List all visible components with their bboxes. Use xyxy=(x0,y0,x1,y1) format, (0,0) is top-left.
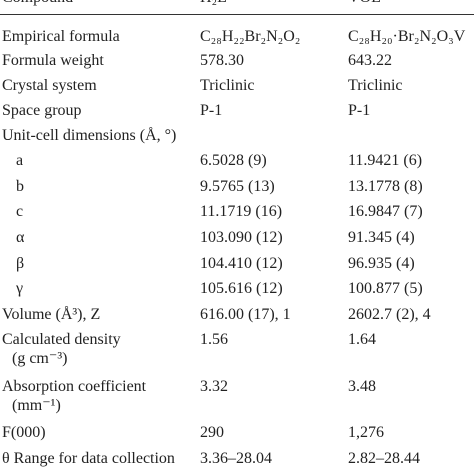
value-cell: 9.5765 (13) xyxy=(200,178,275,195)
header-cell: H₂L xyxy=(200,0,227,7)
value-cell: 578.30 xyxy=(200,52,244,69)
row-label: Empirical formula xyxy=(2,28,120,45)
header-cell: Compound xyxy=(2,0,73,7)
value-cell: 11.1719 (16) xyxy=(200,203,283,220)
row-label: α xyxy=(16,229,25,246)
header-cell: VOL xyxy=(348,0,381,7)
value-cell: 105.616 (12) xyxy=(200,280,283,297)
row-label: Space group xyxy=(2,102,82,119)
row-label: a xyxy=(16,152,24,169)
value-cell: P-1 xyxy=(200,102,223,119)
value-cell: 2602.7 (2), 4 xyxy=(348,306,431,323)
row-label: (mm⁻¹) xyxy=(12,397,61,414)
row-label: Formula weight xyxy=(2,52,104,69)
value-cell: Triclinic xyxy=(200,77,255,94)
value-cell: 643.22 xyxy=(348,52,392,69)
row-label: Calculated density xyxy=(2,331,121,348)
value-cell: 91.345 (4) xyxy=(348,229,415,246)
row-label: Unit-cell dimensions (Å, °) xyxy=(2,127,177,144)
value-cell: 3.32 xyxy=(200,378,228,395)
header-rule xyxy=(0,14,474,15)
row-label: Absorption coefficient xyxy=(2,378,147,395)
value-cell: 1.56 xyxy=(200,331,228,348)
value-cell: Triclinic xyxy=(348,77,403,94)
row-label: θ Range for data collection xyxy=(2,450,175,467)
value-cell: C₂₈H₂₂Br₂N₂O₂ xyxy=(200,28,301,45)
value-cell: 11.9421 (6) xyxy=(348,152,423,169)
row-label: Crystal system xyxy=(2,77,97,94)
value-cell: 96.935 (4) xyxy=(348,255,415,272)
row-label: (g cm⁻³) xyxy=(12,350,68,367)
value-cell: 290 xyxy=(200,424,224,441)
value-cell: 13.1778 (8) xyxy=(348,178,423,195)
value-cell: 1.64 xyxy=(348,331,376,348)
value-cell: 16.9847 (7) xyxy=(348,203,423,220)
value-cell: P-1 xyxy=(348,102,371,119)
row-label: c xyxy=(16,203,24,220)
value-cell: 2.82–28.44 xyxy=(348,450,420,467)
value-cell: 6.5028 (9) xyxy=(200,152,267,169)
value-cell: C₂₈H₂₀·Br₂N₂O₃V xyxy=(348,28,466,45)
value-cell: 103.090 (12) xyxy=(200,229,283,246)
value-cell: 616.00 (17), 1 xyxy=(200,306,291,323)
value-cell: 100.877 (5) xyxy=(348,280,423,297)
row-label: β xyxy=(16,255,25,272)
value-cell: 3.48 xyxy=(348,378,376,395)
row-label: γ xyxy=(16,280,24,297)
value-cell: 104.410 (12) xyxy=(200,255,283,272)
row-label: F(000) xyxy=(2,424,46,441)
value-cell: 3.36–28.04 xyxy=(200,450,272,467)
row-label: Volume (Å³), Z xyxy=(2,306,101,323)
row-label: b xyxy=(16,178,24,195)
value-cell: 1,276 xyxy=(348,424,384,441)
